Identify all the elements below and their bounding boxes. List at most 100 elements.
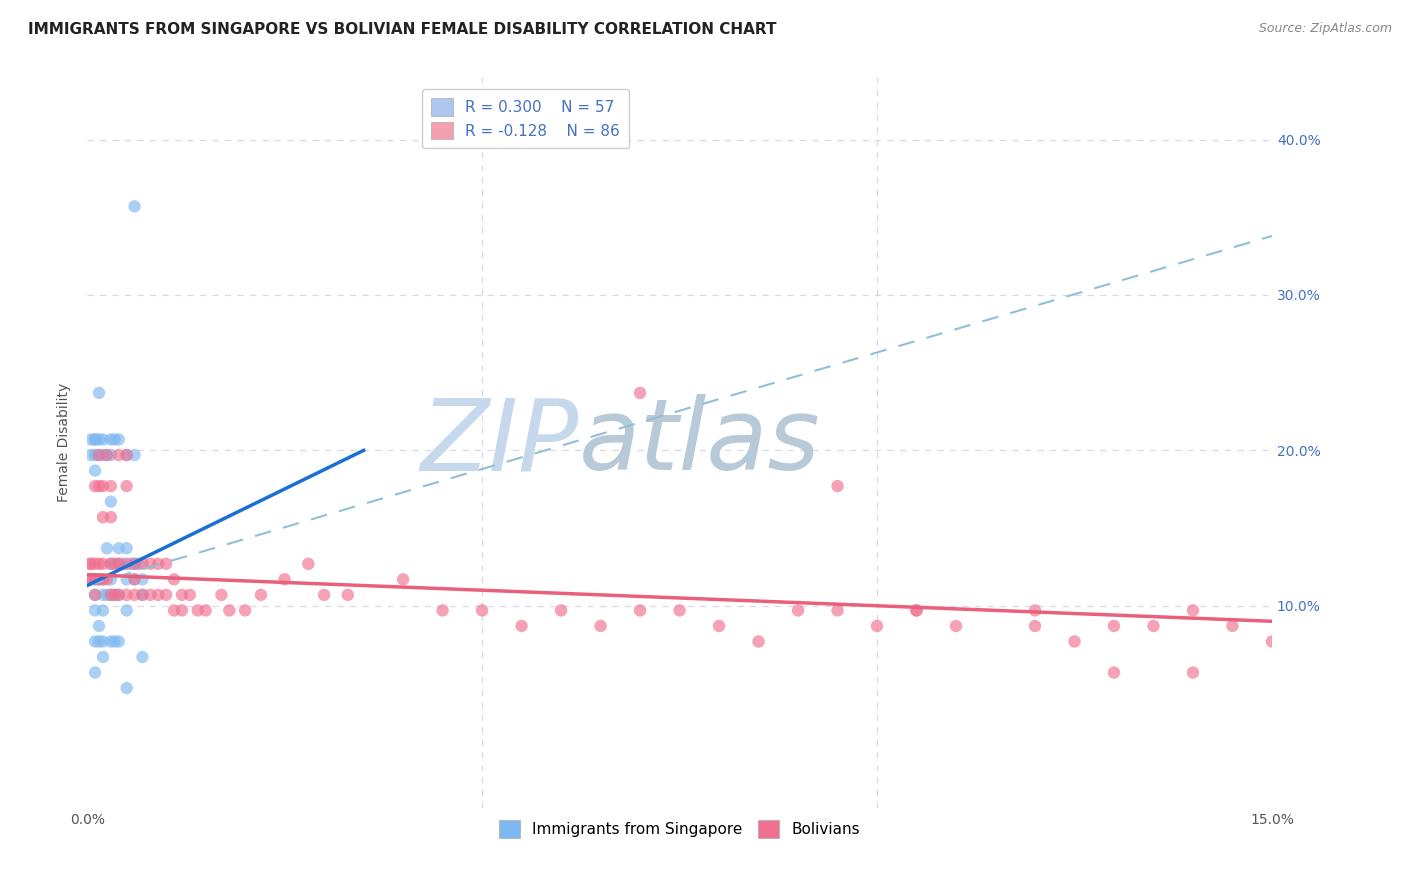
Point: [787, 603, 810, 617]
Point: [148, 588, 170, 602]
Point: [84, 448, 107, 462]
Point: [104, 588, 127, 602]
Point: [124, 448, 146, 462]
Point: [1102, 619, 1125, 633]
Point: [163, 603, 186, 617]
Point: [194, 603, 217, 617]
Point: [84, 603, 107, 617]
Point: [1142, 619, 1164, 633]
Text: Source: ZipAtlas.com: Source: ZipAtlas.com: [1258, 22, 1392, 36]
Point: [115, 448, 138, 462]
Point: [163, 572, 186, 586]
Point: [87, 634, 110, 648]
Point: [91, 479, 114, 493]
Point: [392, 572, 415, 586]
Point: [131, 588, 153, 602]
Point: [1181, 603, 1204, 617]
Point: [87, 619, 110, 633]
Point: [87, 385, 110, 400]
Point: [170, 588, 193, 602]
Point: [1181, 665, 1204, 680]
Point: [1024, 619, 1046, 633]
Point: [115, 479, 138, 493]
Point: [100, 433, 122, 447]
Point: [80, 433, 103, 447]
Point: [139, 557, 162, 571]
Point: [87, 433, 110, 447]
Point: [124, 557, 146, 571]
Point: [471, 603, 494, 617]
Point: [91, 603, 114, 617]
Point: [91, 448, 114, 462]
Point: [128, 557, 150, 571]
Point: [510, 619, 533, 633]
Point: [91, 634, 114, 648]
Point: [84, 634, 107, 648]
Point: [148, 557, 170, 571]
Point: [589, 619, 612, 633]
Point: [87, 557, 110, 571]
Point: [84, 588, 107, 602]
Point: [107, 588, 129, 602]
Point: [91, 557, 114, 571]
Point: [115, 603, 138, 617]
Point: [84, 479, 107, 493]
Point: [100, 448, 122, 462]
Point: [209, 588, 232, 602]
Point: [1222, 619, 1244, 633]
Point: [124, 572, 146, 586]
Point: [104, 588, 127, 602]
Point: [87, 479, 110, 493]
Point: [1024, 603, 1046, 617]
Point: [124, 572, 146, 586]
Point: [124, 199, 146, 213]
Point: [84, 433, 107, 447]
Point: [84, 433, 107, 447]
Point: [84, 464, 107, 478]
Point: [131, 588, 153, 602]
Point: [155, 557, 177, 571]
Point: [96, 448, 118, 462]
Text: atlas: atlas: [579, 394, 821, 491]
Point: [115, 572, 138, 586]
Point: [111, 557, 134, 571]
Point: [668, 603, 690, 617]
Point: [107, 588, 129, 602]
Point: [905, 603, 928, 617]
Point: [104, 557, 127, 571]
Point: [179, 588, 201, 602]
Point: [100, 572, 122, 586]
Point: [91, 572, 114, 586]
Text: ZIP: ZIP: [420, 394, 579, 491]
Point: [91, 510, 114, 524]
Point: [79, 557, 101, 571]
Point: [115, 681, 138, 695]
Point: [100, 588, 122, 602]
Point: [124, 588, 146, 602]
Point: [628, 603, 651, 617]
Legend: Immigrants from Singapore, Bolivians: Immigrants from Singapore, Bolivians: [492, 814, 866, 844]
Point: [131, 572, 153, 586]
Point: [96, 448, 118, 462]
Point: [91, 572, 114, 586]
Point: [120, 557, 142, 571]
Point: [80, 448, 103, 462]
Point: [107, 448, 129, 462]
Point: [170, 603, 193, 617]
Point: [100, 479, 122, 493]
Point: [80, 557, 103, 571]
Point: [187, 603, 209, 617]
Point: [550, 603, 572, 617]
Point: [91, 588, 114, 602]
Point: [218, 603, 240, 617]
Point: [707, 619, 730, 633]
Point: [84, 557, 107, 571]
Point: [87, 448, 110, 462]
Point: [79, 572, 101, 586]
Point: [104, 433, 127, 447]
Point: [87, 572, 110, 586]
Point: [84, 665, 107, 680]
Point: [107, 433, 129, 447]
Point: [104, 634, 127, 648]
Text: IMMIGRANTS FROM SINGAPORE VS BOLIVIAN FEMALE DISABILITY CORRELATION CHART: IMMIGRANTS FROM SINGAPORE VS BOLIVIAN FE…: [28, 22, 776, 37]
